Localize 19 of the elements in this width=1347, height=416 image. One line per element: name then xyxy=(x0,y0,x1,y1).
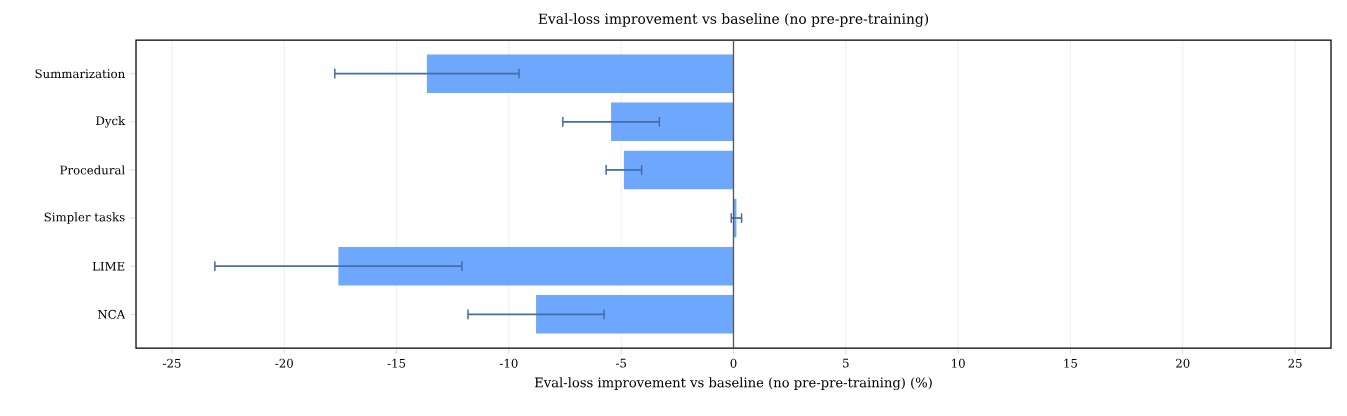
y-tick-label: Summarization xyxy=(35,69,125,79)
y-tick-label: Procedural xyxy=(60,165,125,175)
x-tick-label: 0 xyxy=(730,358,737,368)
x-axis-title: Eval-loss improvement vs baseline (no pre-pre-training) (%) xyxy=(534,377,932,391)
y-tick-label: LIME xyxy=(92,261,125,271)
y-tick-label: NCA xyxy=(97,309,126,319)
x-tick-label: -5 xyxy=(615,358,627,368)
x-tick-label: 5 xyxy=(843,358,849,368)
x-tick-label: -15 xyxy=(387,358,406,368)
x-tick-label: -20 xyxy=(275,358,293,368)
x-tick-label: -25 xyxy=(162,358,181,368)
x-tick-label: -10 xyxy=(499,358,518,368)
y-tick-label: Dyck xyxy=(96,116,126,128)
x-tick-label: 15 xyxy=(1064,358,1078,368)
x-tick-label: 20 xyxy=(1176,358,1190,368)
x-tick-label: 25 xyxy=(1288,358,1302,368)
chart-title: Eval-loss improvement vs baseline (no pre-pre-training) xyxy=(538,13,929,27)
x-tick-label: 10 xyxy=(952,358,965,368)
y-tick-label: Simpler tasks xyxy=(44,212,125,224)
